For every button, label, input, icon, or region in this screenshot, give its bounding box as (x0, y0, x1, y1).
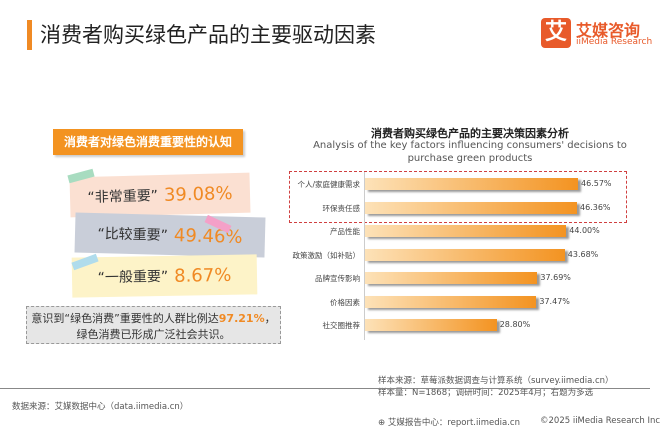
note-punct: ， (264, 312, 276, 325)
note-text: 意识到“绿色消费”重要性的人群比例达 (31, 312, 219, 325)
logo-icon: 艾 (541, 18, 571, 48)
category-label: 社交圈推荐 (322, 321, 361, 330)
bar (365, 225, 567, 237)
category-label: 环保责任感 (322, 203, 361, 213)
category-label: 价格因素 (330, 297, 360, 307)
bar (365, 178, 578, 190)
copyright: ©2025 iiMedia Research Inc (540, 416, 660, 426)
sample-size: 样本量：N=1868；调研时间：2025年4月；右题为多选 (378, 388, 594, 398)
bar-value-label: 37.47% (539, 296, 570, 306)
bar (365, 248, 565, 261)
bar-value-label: 37.69% (540, 273, 571, 282)
report-center[interactable]: ⊕ 艾媒报告中心：report.iimedia.cn (378, 416, 520, 428)
card-value: 8.67% (173, 264, 232, 287)
category-label: 品牌宣传影响 (315, 274, 360, 283)
title-accent-bar (27, 20, 32, 50)
card-label: “比较重要” (97, 226, 169, 244)
highlight-box (289, 171, 627, 223)
bar (365, 295, 537, 308)
left-panel-title: 消费者对绿色消费重要性的认知 (53, 129, 243, 155)
bar-value-label: 28.80% (499, 320, 531, 329)
bar-value-label: 44.00% (569, 226, 600, 235)
logo-text-en: iiMedia Research (576, 37, 653, 47)
globe-icon: ⊕ (378, 418, 388, 428)
note-highlight: 97.21% (218, 312, 265, 325)
card-label: “非常重要” (87, 188, 159, 206)
bar-value-label: 46.57% (581, 179, 612, 188)
logo-text-cn: 艾媒咨询 (576, 21, 641, 40)
card-label: “一般重要” (97, 268, 169, 287)
importance-card: “非常重要” 39.08% (69, 172, 251, 218)
bar-value-label: 46.36% (580, 202, 611, 212)
importance-card: “一般重要” 8.67% (71, 254, 258, 298)
page-title: 消费者购买绿色产品的主要驱动因素 (40, 23, 376, 47)
chart-subtitle: Analysis of the key factors influencing … (313, 140, 627, 164)
bar (365, 319, 497, 331)
category-label: 个人/家庭健康需求 (297, 180, 360, 189)
bar (365, 201, 578, 214)
data-source: 数据来源：艾媒数据中心（data.iimedia.cn） (12, 402, 189, 412)
importance-card: “比较重要” 49.46% (74, 212, 266, 258)
footer-divider (0, 388, 650, 389)
report-link[interactable]: 艾媒报告中心：report.iimedia.cn (387, 418, 520, 428)
bar (365, 272, 538, 284)
sample-source: 样本来源：草莓派数据调查与计算系统（survey.iimedia.cn） (378, 376, 614, 386)
chart-title: 消费者购买绿色产品的主要决策因素分析 (371, 127, 569, 140)
card-value: 39.08% (163, 182, 233, 206)
note-line2: 绿色消费已形成广泛社会共识。 (76, 328, 231, 341)
conclusion-note: 意识到“绿色消费”重要性的人群比例达97.21%， 绿色消费已形成广泛社会共识。 (26, 306, 281, 344)
category-label: 产品性能 (330, 227, 360, 236)
y-axis-line (364, 172, 365, 340)
category-label: 政策激励（如补贴） (292, 250, 361, 260)
card-value: 49.46% (173, 224, 243, 248)
bar-value-label: 43.68% (567, 249, 599, 259)
